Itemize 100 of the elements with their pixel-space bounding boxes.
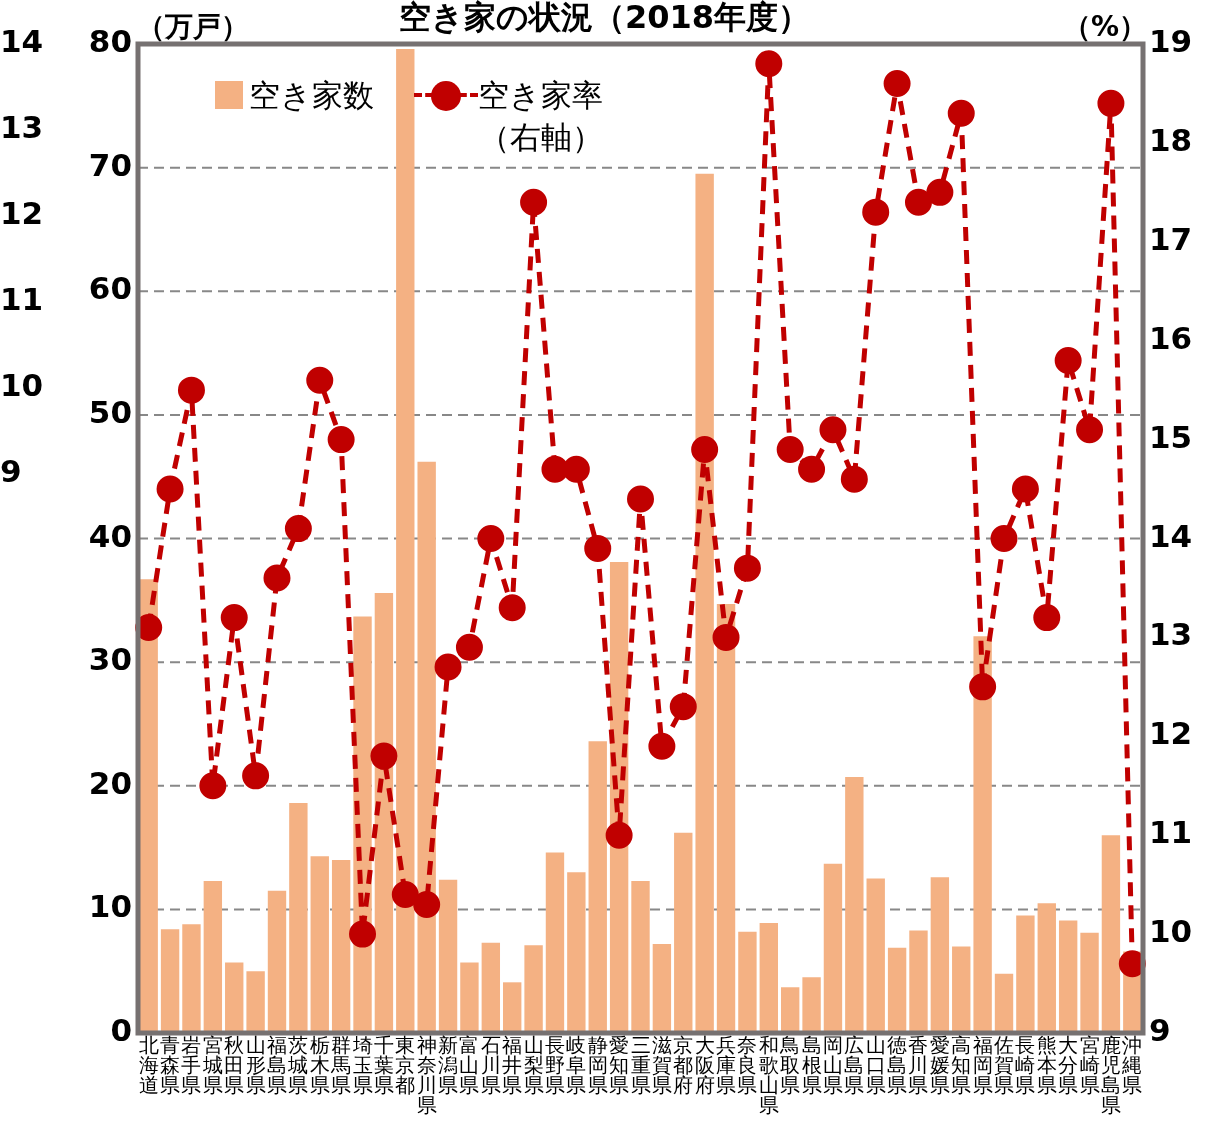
bar — [802, 977, 821, 1033]
point — [926, 178, 954, 206]
point — [562, 455, 590, 483]
x-tick-label: 山梨県 — [523, 1033, 544, 1098]
point — [584, 534, 612, 562]
point — [605, 821, 633, 849]
point — [434, 653, 462, 681]
x-tick-label: 鹿児島県 — [1100, 1033, 1121, 1118]
legend-label: 空き家数 — [249, 76, 374, 115]
bar — [481, 942, 501, 1033]
bar — [225, 962, 244, 1033]
x-tick-label: 神奈川県 — [416, 1033, 437, 1118]
point — [327, 426, 355, 454]
x-tick-label: 長野県 — [544, 1033, 565, 1098]
x-tick-label: 宮崎県 — [1079, 1033, 1100, 1098]
bar — [1080, 932, 1099, 1033]
point — [306, 366, 334, 394]
point — [1011, 475, 1039, 503]
bar — [887, 947, 907, 1033]
point — [220, 604, 248, 632]
y3-tick-label: 14 — [0, 23, 44, 60]
bar — [952, 946, 971, 1033]
x-tick-label: 福島県 — [266, 1033, 287, 1098]
y3-tick-label: 9 — [0, 453, 22, 490]
x-tick-label: 香川県 — [908, 1033, 929, 1098]
x-tick-label: 東京都 — [395, 1033, 416, 1098]
point — [1033, 604, 1061, 632]
point — [370, 742, 398, 770]
point — [798, 455, 826, 483]
point — [862, 198, 890, 226]
y-tick-label: 50 — [88, 393, 132, 430]
bar — [503, 982, 522, 1033]
bar — [716, 604, 736, 1033]
x-tick-label: 埼玉県 — [351, 1033, 373, 1098]
bar — [631, 880, 650, 1033]
point — [712, 623, 740, 651]
point — [541, 455, 569, 483]
y-tick-label: 20 — [88, 764, 132, 801]
point — [883, 70, 911, 98]
bar — [695, 173, 714, 1033]
y-axis-title: （万戸） — [137, 9, 249, 45]
y2-tick-label: 14 — [1149, 517, 1193, 554]
bar — [246, 971, 265, 1033]
bar — [823, 863, 843, 1033]
x-tick-label: 秋田県 — [224, 1033, 245, 1098]
point — [242, 762, 270, 790]
bar — [524, 945, 543, 1033]
bar — [203, 880, 223, 1033]
point — [1054, 346, 1082, 374]
point — [733, 554, 761, 582]
x-tick-label: 石川県 — [480, 1033, 501, 1098]
y2-tick-label: 17 — [1149, 220, 1193, 257]
point — [455, 633, 483, 661]
y2-tick-label: 15 — [1149, 418, 1193, 455]
point — [648, 732, 676, 760]
point — [1076, 416, 1104, 444]
y-tick-label: 10 — [88, 888, 132, 925]
y2-tick-label: 19 — [1149, 23, 1193, 60]
bar — [417, 461, 436, 1033]
x-tick-label: 島根県 — [801, 1033, 822, 1098]
point — [498, 594, 526, 622]
bar — [438, 879, 458, 1033]
point — [990, 525, 1018, 552]
x-tick-label: 愛媛県 — [929, 1033, 950, 1098]
x-tick-label: 栃木県 — [309, 1033, 330, 1098]
x-tick-label: 和歌山県 — [758, 1033, 779, 1118]
bar — [1058, 920, 1078, 1033]
x-tick-label: 青森県 — [160, 1033, 181, 1098]
point — [947, 99, 975, 127]
x-tick-label: 岩手県 — [181, 1033, 202, 1098]
x-tick-label: 北海道 — [138, 1033, 159, 1098]
x-tick-label: 宮城県 — [201, 1033, 223, 1098]
x-tick-label: 佐賀県 — [994, 1033, 1015, 1098]
bar — [973, 636, 992, 1033]
x-tick-label: 京都府 — [673, 1033, 694, 1098]
x-tick-label: 沖縄県 — [1121, 1033, 1143, 1098]
x-tick-label: 大阪府 — [694, 1033, 715, 1098]
bar — [545, 852, 565, 1033]
x-tick-label: 熊本県 — [1036, 1033, 1057, 1098]
bar — [909, 930, 928, 1033]
x-tick-label: 鳥取県 — [779, 1033, 801, 1098]
bar — [845, 777, 864, 1033]
bar — [652, 943, 672, 1033]
x-tick-label: 愛知県 — [609, 1033, 630, 1098]
bar — [267, 890, 287, 1033]
y2-tick-label: 11 — [1149, 814, 1193, 851]
point — [477, 525, 505, 552]
x-tick-label: 福岡県 — [972, 1033, 993, 1098]
bar — [994, 973, 1014, 1033]
point — [349, 920, 377, 948]
point — [199, 772, 227, 800]
y3-tick-label: 10 — [0, 367, 44, 404]
point — [391, 881, 419, 909]
x-tick-label: 群馬県 — [330, 1033, 352, 1098]
y2-tick-label: 13 — [1149, 616, 1193, 653]
point — [840, 465, 868, 493]
bar — [1037, 903, 1056, 1033]
bar — [930, 877, 950, 1033]
y3-tick-label: 12 — [0, 195, 44, 232]
x-tick-label: 富山県 — [459, 1033, 480, 1098]
